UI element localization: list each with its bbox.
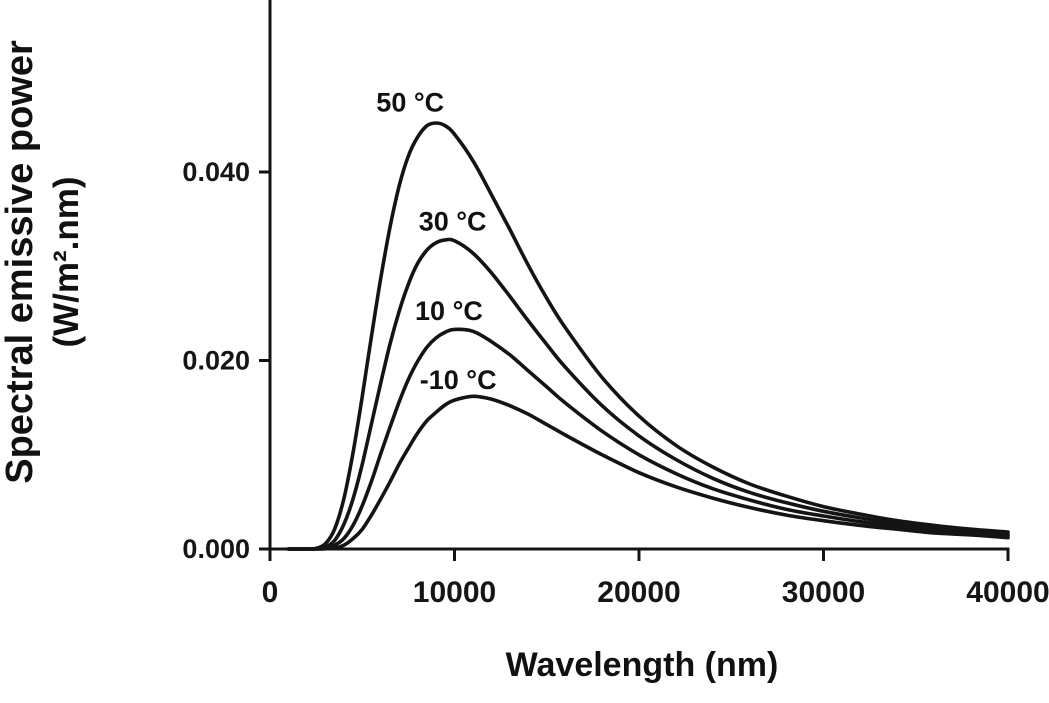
curve-label--10C: -10 °C [420,365,497,395]
curve-label-10C: 10 °C [415,296,483,326]
curve-30C [286,237,1010,551]
y-axis-title: Spectral emissive power (W/m².nm) [0,40,86,484]
curve-10C [286,327,1010,551]
x-tick-label: 0 [262,576,279,609]
curve-label-50C: 50 °C [376,88,444,118]
x-tick-label: 20000 [597,576,680,609]
y-tick-label: 0.040 [182,157,250,187]
tick-labels: 0 10000 20000 30000 40000 0.000 0.020 0.040 [182,157,1049,609]
curve--10C [286,394,1010,551]
x-tick-label: 30000 [782,576,865,609]
y-axis-title-main: Spectral emissive power [0,40,41,484]
curve-label-30C: 30 °C [419,206,487,236]
x-axis-title: Wavelength (nm) [506,646,779,684]
y-tick-label: 0.000 [182,534,250,564]
x-tick-label: 40000 [966,576,1049,609]
axes [267,0,1010,552]
curves [286,121,1010,551]
y-tick-label: 0.020 [182,346,250,376]
curve-50C [286,121,1010,551]
tick-marks [259,170,1010,561]
curve-temperature-labels: 50 °C 30 °C 10 °C -10 °C [376,88,496,395]
x-tick-label: 10000 [413,576,496,609]
y-axis-title-units: (W/m².nm) [47,176,86,347]
